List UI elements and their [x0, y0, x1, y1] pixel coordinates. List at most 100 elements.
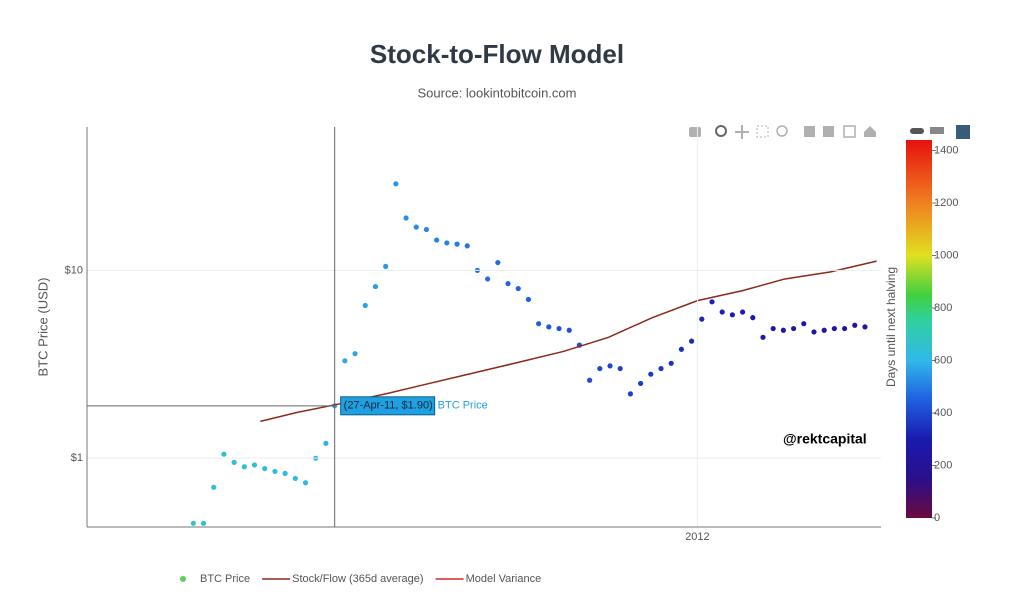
- data-point: [505, 281, 511, 287]
- data-point: [617, 365, 623, 372]
- hover-name: BTC Price: [438, 400, 488, 412]
- data-point: [556, 325, 562, 332]
- hover-box: [340, 396, 436, 416]
- data-point: [342, 358, 348, 364]
- data-point: [241, 464, 247, 470]
- y-tick-label: $10: [65, 264, 83, 276]
- data-point: [282, 470, 288, 476]
- toolbar[interactable]: [689, 125, 970, 139]
- data-point: [464, 243, 470, 249]
- data-point: [525, 296, 532, 303]
- data-point: [403, 215, 409, 221]
- colorbar-tick-label: 200: [934, 459, 952, 471]
- tool-logo[interactable]: [956, 125, 970, 139]
- data-point: [831, 325, 837, 332]
- data-point: [323, 440, 329, 446]
- tool-camera[interactable]: [689, 127, 701, 137]
- colorbar-tick-label: 400: [934, 407, 952, 419]
- data-point: [434, 237, 440, 243]
- legend-label: Stock/Flow (365d average): [292, 573, 423, 585]
- tool-zoom-in[interactable]: [804, 126, 815, 137]
- data-point: [302, 480, 309, 486]
- data-point: [352, 351, 358, 357]
- data-point: [444, 240, 450, 246]
- legend-marker: [180, 576, 186, 582]
- data-point: [648, 371, 654, 377]
- data-point: [221, 451, 227, 457]
- data-point: [821, 327, 827, 333]
- data-point: [393, 181, 399, 187]
- tool-hover[interactable]: [930, 127, 944, 134]
- data-point: [231, 459, 237, 465]
- data-point: [770, 325, 776, 332]
- colorbar-tick-label: 1200: [934, 197, 958, 209]
- tool-autoscale[interactable]: [843, 125, 856, 138]
- data-point: [262, 465, 268, 472]
- tool-select[interactable]: [756, 125, 769, 138]
- data-point: [546, 324, 552, 330]
- tool-spike[interactable]: [910, 128, 924, 134]
- chart-title: Stock-to-Flow Model: [370, 39, 624, 69]
- data-point: [251, 462, 258, 468]
- colorbar-tick-label: 800: [934, 302, 952, 314]
- data-point: [638, 380, 644, 387]
- data-point: [699, 316, 705, 322]
- data-point: [841, 325, 848, 332]
- data-point: [566, 327, 572, 333]
- data-point: [678, 346, 685, 352]
- data-point: [495, 259, 501, 266]
- data-point: [485, 276, 491, 282]
- data-point: [292, 475, 298, 482]
- legend-label: BTC Price: [200, 573, 250, 585]
- data-point: [454, 241, 460, 247]
- data-point: [362, 302, 368, 309]
- tool-zoom[interactable]: [715, 125, 727, 137]
- data-point: [383, 263, 389, 269]
- hover-label: (27-Apr-11, $1.90): [344, 400, 433, 412]
- data-point: [709, 299, 715, 305]
- colorbar: [906, 140, 932, 518]
- colorbar-tick-label: 1000: [934, 249, 958, 261]
- data-point: [200, 520, 207, 526]
- x-tick-label: 2012: [685, 531, 709, 543]
- data-point: [423, 226, 430, 233]
- data-point: [739, 309, 746, 315]
- colorbar-tick-label: 1400: [934, 144, 958, 156]
- data-point: [372, 283, 379, 290]
- data-point: [587, 377, 593, 383]
- data-point: [750, 315, 756, 321]
- data-point: [729, 312, 735, 318]
- tool-zoom-out[interactable]: [823, 126, 834, 137]
- tool-lasso[interactable]: [776, 125, 788, 137]
- data-point: [607, 363, 613, 369]
- data-point: [190, 520, 196, 526]
- tool-reset[interactable]: [864, 126, 876, 137]
- data-point: [658, 365, 664, 372]
- colorbar-title: Days until next halving: [884, 267, 898, 387]
- colorbar-tick-label: 0: [934, 512, 940, 524]
- data-point: [719, 309, 725, 315]
- data-point: [668, 360, 674, 366]
- data-point: [811, 329, 817, 335]
- data-point: [597, 365, 603, 372]
- data-point: [760, 334, 766, 340]
- data-point: [211, 484, 217, 490]
- data-point: [801, 321, 807, 327]
- legend-label: Model Variance: [466, 573, 542, 585]
- data-point: [272, 468, 278, 475]
- chart-subtitle: Source: lookintobitcoin.com: [418, 85, 577, 100]
- data-point: [536, 321, 542, 327]
- tool-pan[interactable]: [735, 125, 749, 139]
- plot-area: [190, 181, 877, 526]
- y-tick-label: $1: [71, 452, 83, 464]
- data-point: [627, 391, 634, 397]
- data-point: [780, 327, 786, 333]
- data-point: [852, 322, 858, 328]
- y-axis-title: BTC Price (USD): [35, 278, 50, 377]
- colorbar-tick-label: 600: [934, 354, 952, 366]
- data-point: [862, 324, 868, 330]
- data-point: [515, 285, 521, 292]
- data-point: [790, 325, 797, 332]
- data-point: [689, 338, 695, 344]
- data-point: [413, 224, 419, 230]
